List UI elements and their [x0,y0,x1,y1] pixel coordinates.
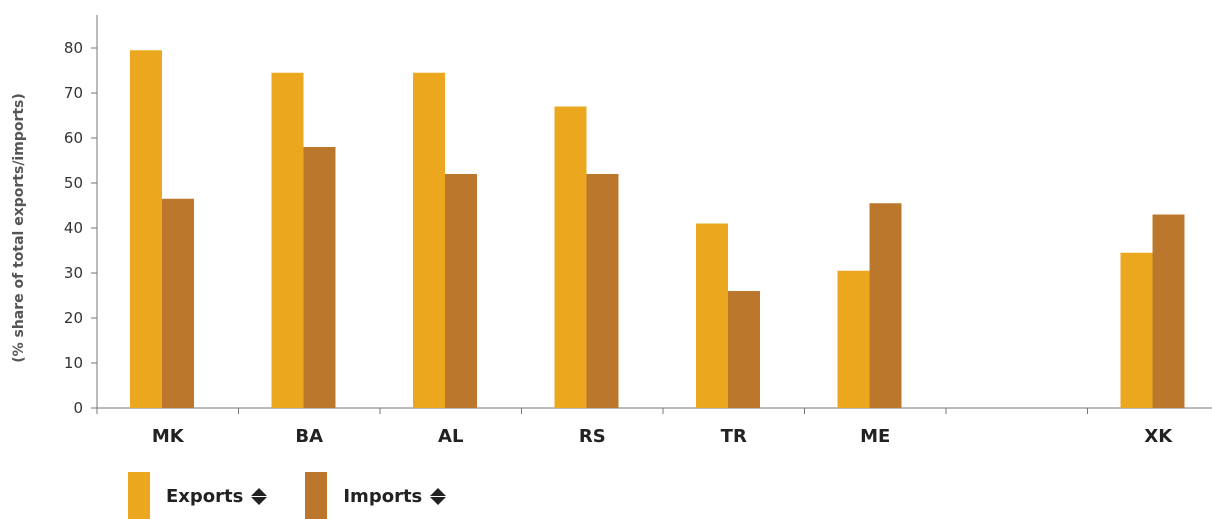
bar-imports-ba [303,147,336,408]
sort-up-icon [251,487,268,496]
bar-imports-mk [162,198,194,408]
x-tick-label: BA [295,426,323,447]
sort-down-icon [430,496,447,505]
sort-icon[interactable] [430,487,447,505]
y-tick-label: 20 [64,309,83,327]
y-tick-label: 10 [64,354,83,372]
sort-up-icon [430,487,447,496]
legend-label-imports: Imports [343,485,423,507]
legend-swatch-exports [128,472,150,519]
bar-exports-ba [271,72,304,408]
bar-exports-mk [130,50,162,408]
y-tick-label: 50 [64,174,83,192]
x-tick-label: RS [579,426,606,447]
chart-axes [91,15,1212,414]
bar-exports-al [413,72,445,408]
x-tick-label: MK [152,426,185,447]
y-tick-label: 30 [64,264,83,282]
x-tick-label: TR [721,426,747,447]
bar-imports-al [445,174,477,408]
y-tick-label: 70 [64,84,83,102]
legend-item-imports[interactable]: Imports [305,472,447,519]
chart-bars [130,50,1185,408]
x-tick-label: XK [1144,426,1173,447]
bar-exports-xk [1120,252,1153,408]
chart-ticks: 0 10 20 30 40 50 60 70 80 MK BA AL RS TR ME XK [64,39,1173,447]
legend-swatch-imports [305,472,328,519]
x-tick-label: AL [438,426,463,447]
sort-down-icon [251,496,268,505]
legend-item-exports[interactable]: Exports [128,472,268,519]
bar-exports-tr [696,223,728,408]
sort-icon[interactable] [251,487,268,505]
bar-exports-rs [554,106,587,408]
bar-exports-me [837,270,870,408]
bar-imports-rs [586,174,619,408]
y-axis-label: (% share of total exports/imports) [11,93,27,363]
y-tick-label: 40 [64,219,83,237]
y-tick-label: 80 [64,39,83,57]
legend-label-exports: Exports [166,485,244,507]
bar-imports-tr [728,291,760,408]
x-tick-label: ME [860,426,890,447]
y-tick-label: 60 [64,129,83,147]
legend: Exports Imports [128,472,447,519]
bar-imports-me [869,203,902,408]
y-tick-label: 0 [73,399,83,417]
bar-imports-xk [1152,214,1185,408]
